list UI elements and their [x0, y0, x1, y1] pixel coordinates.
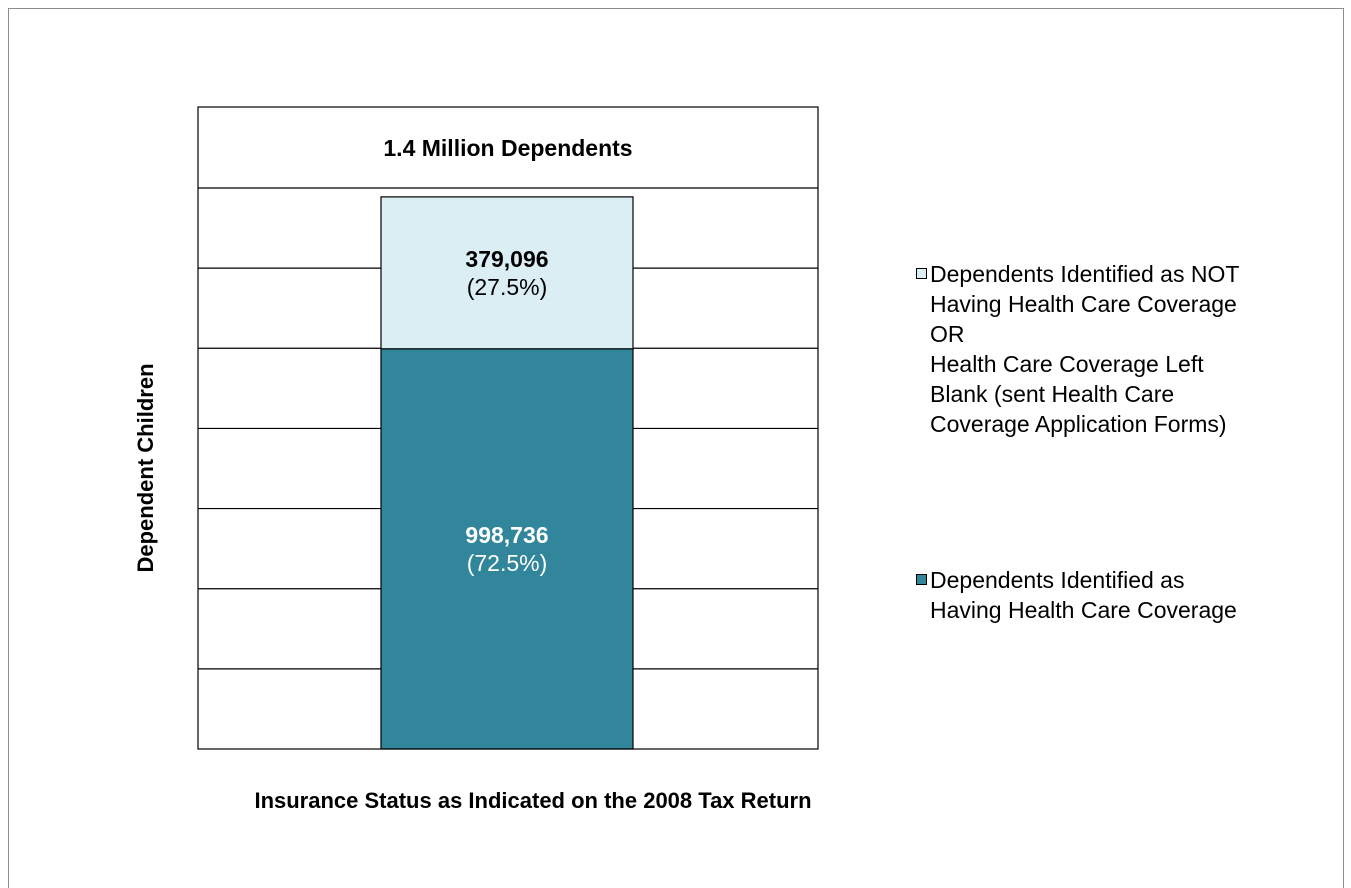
bar-segment-0 — [380, 348, 634, 750]
plot-area-border — [197, 106, 819, 750]
data-label-percent-1: (27.5%) — [467, 274, 548, 300]
data-label-value-1: 379,096 — [465, 246, 548, 272]
legend-item-not-covered: Dependents Identified as NOT Having Heal… — [916, 259, 1240, 439]
legend-item-covered: Dependents Identified as Having Health C… — [916, 565, 1237, 625]
legend-swatch-covered — [916, 574, 927, 585]
y-axis-label: Dependent Children — [133, 363, 158, 572]
chart-title: 1.4 Million Dependents — [383, 135, 632, 161]
legend-label-not-covered: Dependents Identified as NOT Having Heal… — [930, 261, 1240, 437]
data-label-percent-0: (72.5%) — [467, 550, 548, 576]
legend-label-covered: Dependents Identified as Having Health C… — [930, 567, 1237, 623]
data-label-value-0: 998,736 — [465, 522, 548, 548]
legend-swatch-not-covered — [916, 268, 927, 279]
bar-segment-1 — [380, 196, 634, 350]
chart-frame — [8, 8, 1344, 888]
bar-labels: 998,736(72.5%) 379,096(27.5%) — [465, 246, 548, 576]
x-axis-label: Insurance Status as Indicated on the 200… — [254, 788, 811, 813]
